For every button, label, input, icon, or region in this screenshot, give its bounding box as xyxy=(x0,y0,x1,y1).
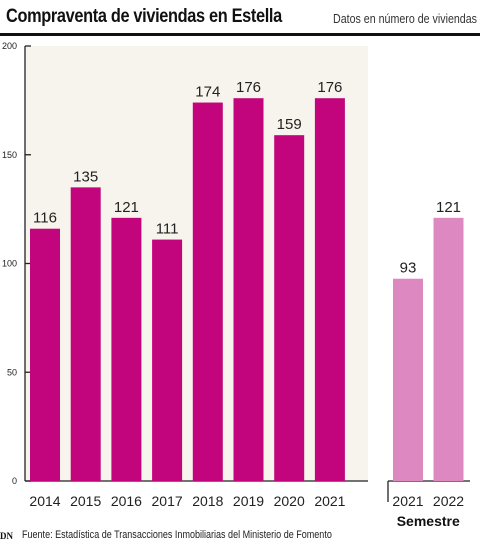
bar-value-label: 93 xyxy=(400,260,417,277)
x-tick-label: 2021 xyxy=(392,493,423,509)
y-tick-label: 150 xyxy=(2,150,17,160)
bar xyxy=(152,239,183,481)
group-label: Semestre xyxy=(397,513,460,528)
y-tick-label: 200 xyxy=(2,41,17,51)
y-tick-label: 100 xyxy=(2,259,17,269)
bar xyxy=(233,98,264,481)
bar xyxy=(111,217,142,481)
header-divider xyxy=(0,33,480,36)
bar-chart: 0 50 100 150 200 116 2014 135 2015 121 2016 111 2017… xyxy=(2,41,470,528)
bar xyxy=(30,228,60,481)
bar xyxy=(393,278,423,481)
chart-subtitle: Datos en número de viviendas xyxy=(333,11,477,26)
bar xyxy=(192,102,223,482)
publisher-logo: DN xyxy=(0,531,13,541)
bar-value-label: 116 xyxy=(33,210,57,227)
bar xyxy=(314,98,345,481)
y-tick-label: 50 xyxy=(7,367,17,377)
x-tick-label: 2019 xyxy=(233,493,264,509)
x-tick-label: 2015 xyxy=(70,493,101,509)
bar-value-label: 135 xyxy=(73,168,98,185)
bar-value-label: 176 xyxy=(317,79,342,96)
bar-value-label: 121 xyxy=(436,199,461,216)
x-tick-label: 2021 xyxy=(314,493,345,509)
x-tick-label: 2020 xyxy=(274,493,305,509)
bar-value-label: 159 xyxy=(277,116,302,133)
bar xyxy=(274,135,305,482)
y-tick-label: 0 xyxy=(12,476,17,486)
bar-value-label: 111 xyxy=(156,221,179,238)
bar-value-label: 174 xyxy=(195,84,220,101)
bar-value-label: 176 xyxy=(236,79,261,96)
x-tick-label: 2017 xyxy=(152,493,183,509)
source-note: Fuente: Estadística de Transacciones Inm… xyxy=(22,529,332,541)
bar xyxy=(433,217,464,481)
x-tick-label: 2022 xyxy=(433,493,464,509)
bar-value-label: 121 xyxy=(114,199,139,216)
x-tick-label: 2016 xyxy=(111,493,142,509)
x-tick-label: 2018 xyxy=(192,493,223,509)
x-tick-label: 2014 xyxy=(29,493,60,509)
chart-title: Compraventa de viviendas en Estella xyxy=(6,6,282,27)
bar xyxy=(70,187,101,481)
